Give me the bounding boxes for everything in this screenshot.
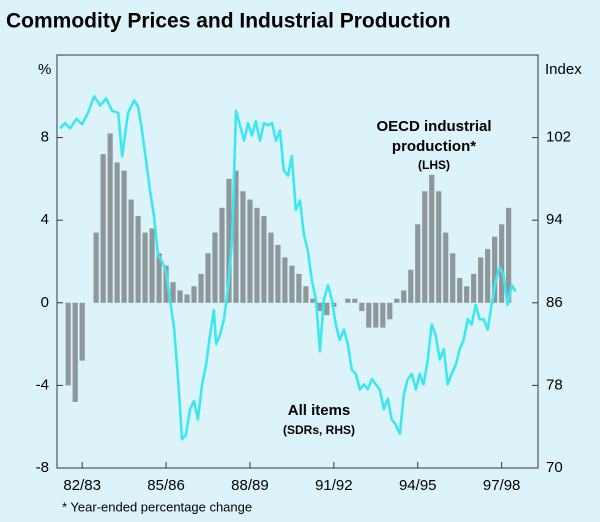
bar xyxy=(128,199,134,303)
x-tick-label: 85/86 xyxy=(147,477,185,494)
annotation: OECD industrial xyxy=(376,118,491,135)
bar xyxy=(114,162,120,303)
bar xyxy=(394,298,400,303)
bar xyxy=(79,302,85,361)
x-tick-label: 82/83 xyxy=(63,477,101,494)
bar xyxy=(478,257,484,303)
bar xyxy=(198,273,204,303)
bar xyxy=(450,253,456,303)
bar xyxy=(373,302,379,328)
bar xyxy=(205,253,211,303)
bar xyxy=(233,170,239,303)
bar xyxy=(184,294,190,303)
bar xyxy=(457,278,463,303)
bar xyxy=(163,265,169,303)
bar xyxy=(499,224,505,303)
y2-tick-label: 86 xyxy=(546,294,563,311)
y2-axis-unit: Index xyxy=(545,61,582,78)
bar xyxy=(93,232,99,303)
footnote: * Year-ended percentage change xyxy=(62,499,252,514)
bar xyxy=(415,224,421,303)
bar xyxy=(219,207,225,303)
y2-tick-label: 78 xyxy=(546,376,563,393)
bar xyxy=(422,191,428,303)
bar xyxy=(345,298,351,303)
bar xyxy=(380,302,386,328)
bar xyxy=(471,273,477,303)
y-tick-label: -8 xyxy=(36,459,49,476)
y2-tick-label: 102 xyxy=(546,129,571,146)
bar xyxy=(492,236,498,303)
bar xyxy=(387,302,393,320)
bar xyxy=(142,232,148,303)
bar xyxy=(401,290,407,303)
bar xyxy=(254,207,260,303)
y2-tick-label: 70 xyxy=(546,459,563,476)
bar xyxy=(289,265,295,303)
y-tick-label: -4 xyxy=(36,376,49,393)
bar xyxy=(310,298,316,303)
annotation: (SDRs, RHS) xyxy=(283,423,355,437)
bar xyxy=(72,302,78,402)
line xyxy=(59,95,517,441)
bar xyxy=(296,273,302,303)
bar xyxy=(226,178,232,303)
bar xyxy=(212,232,218,303)
y-tick-label: 4 xyxy=(41,211,49,228)
annotation: (LHS) xyxy=(418,158,450,172)
bar xyxy=(464,286,470,303)
y-tick-label: 0 xyxy=(41,294,49,311)
bar xyxy=(506,207,512,303)
x-tick-label: 91/92 xyxy=(315,477,353,494)
x-tick-label: 88/89 xyxy=(231,477,269,494)
bar xyxy=(366,302,372,328)
bar xyxy=(282,257,288,303)
bar xyxy=(408,269,414,303)
bar xyxy=(156,253,162,303)
annotation: All items xyxy=(288,402,351,419)
bar xyxy=(247,199,253,303)
bar xyxy=(65,302,71,386)
bar xyxy=(436,191,442,303)
bar xyxy=(275,244,281,303)
bar xyxy=(268,232,274,303)
x-tick-label: 94/95 xyxy=(399,477,437,494)
y2-tick-label: 94 xyxy=(546,211,563,228)
bar xyxy=(149,228,155,303)
bar xyxy=(303,286,309,303)
y-tick-label: 8 xyxy=(41,129,49,146)
annotation: production* xyxy=(392,138,476,155)
plot-frame xyxy=(56,54,539,469)
bar xyxy=(261,216,267,303)
bar xyxy=(107,133,113,303)
bar xyxy=(191,286,197,303)
bar xyxy=(485,249,491,303)
chart-title: Commodity Prices and Industrial Producti… xyxy=(6,10,451,33)
bar xyxy=(100,154,106,303)
x-tick-label: 97/98 xyxy=(483,477,521,494)
bar xyxy=(324,302,330,316)
bar xyxy=(121,170,127,303)
bar xyxy=(240,191,246,303)
bar xyxy=(359,302,365,312)
bar xyxy=(177,290,183,303)
bar xyxy=(317,302,323,312)
bar xyxy=(429,174,435,303)
y-axis-unit: % xyxy=(38,61,51,78)
bar xyxy=(170,282,176,303)
bar xyxy=(135,216,141,303)
bar xyxy=(352,298,358,303)
bar xyxy=(443,232,449,303)
